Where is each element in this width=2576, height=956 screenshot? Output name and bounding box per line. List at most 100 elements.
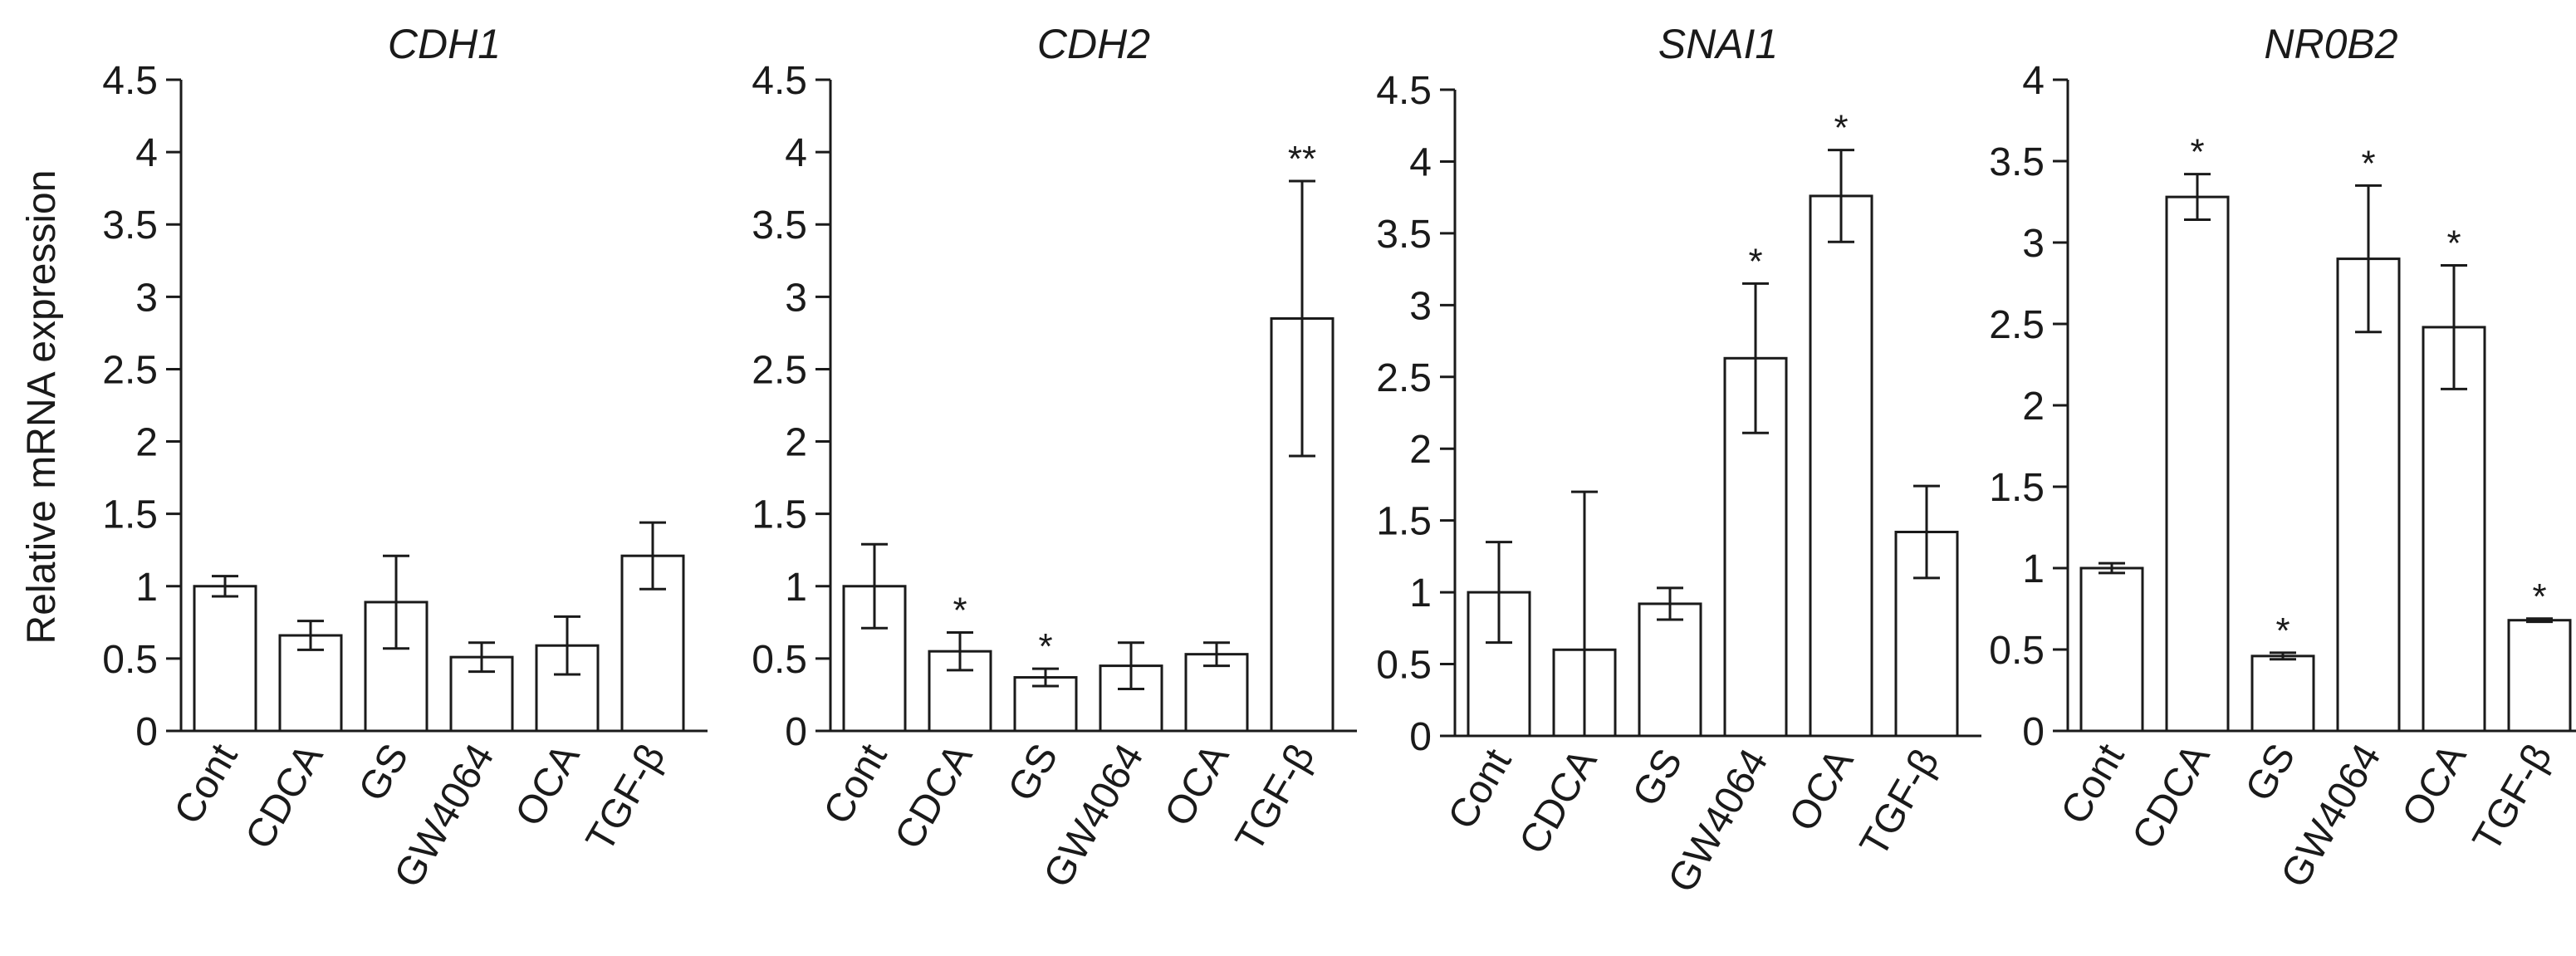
error-bar-cdca [1571,490,1598,738]
error-bar-cdca [947,631,973,672]
y-tick-label: 1 [1409,571,1432,615]
error-bar-cont [861,542,888,630]
x-tick-label-cdca: CDCA [887,737,982,856]
significance-marker: * [2190,132,2204,173]
y-tick-label: 2 [135,421,158,465]
x-tick-label-gs: GS [1624,742,1692,814]
y-tick-label: 2 [785,421,807,465]
y-tick-label: 3 [2022,222,2045,266]
y-tick-label: 1.5 [102,493,158,537]
bar-tgf [1894,530,1959,738]
y-tick-label: 4.5 [752,59,807,103]
y-tick-label: 3 [1409,284,1432,328]
y-tick-label: 3.5 [752,203,807,248]
error-bar-gw4064 [1742,282,1769,434]
chart-title-nr0b2: NR0B2 [2264,21,2397,67]
y-tick-label: 2 [1409,428,1432,472]
y-tick-label: 4 [2022,59,2045,103]
y-tick-label: 0.5 [102,638,158,682]
y-tick-label: 1 [135,566,158,610]
chart-title-cdh1: CDH1 [388,21,501,67]
error-bar-tgf [1289,179,1315,458]
x-tick-label-tgf: TGF-β [1852,742,1948,864]
y-tick-label: 4.5 [1376,69,1432,113]
bar-cdca [2165,195,2230,733]
x-tick-label-tgf: TGF-β [1227,737,1324,859]
x-tick-label-gs: GS [350,737,418,809]
error-bar-oca [1828,149,1854,243]
x-tick-label-oca: OCA [1157,737,1238,834]
y-tick-label: 0 [785,710,807,754]
error-bar-gs [383,554,409,650]
bar-oca [1809,194,1873,738]
x-tick-label-gs: GS [2237,737,2304,809]
x-tick-label-cont: Cont [1440,742,1521,836]
x-tick-label-oca: OCA [1781,742,1863,839]
x-tick-label-tgf: TGF-β [578,737,674,859]
error-bar-cdca [297,620,324,651]
x-tick-label-cont: Cont [815,737,896,831]
significance-marker: ** [1288,139,1316,179]
y-tick-label: 0.5 [1376,644,1432,688]
x-tick-label-cont: Cont [166,737,247,831]
y-tick-label: 4 [1409,140,1432,184]
error-bar-tgf [1913,484,1940,580]
error-bar-oca [554,615,580,676]
y-tick-label: 2.5 [1989,303,2045,347]
bar-gs [2250,654,2315,733]
y-tick-label: 0 [2022,710,2045,754]
x-tick-label-tgf: TGF-β [2465,737,2561,859]
y-tick-label: 0.5 [752,638,807,682]
y-tick-label: 1.5 [1989,466,2045,510]
y-tick-label: 2.5 [1376,356,1432,400]
y-tick-label: 3.5 [102,203,158,248]
y-tick-label: 1 [2022,547,2045,591]
chart-title-snai1: SNAI1 [1658,21,1779,67]
y-tick-label: 4 [785,131,807,175]
significance-marker: * [2275,610,2290,651]
significance-marker: * [1834,108,1848,149]
significance-marker: * [2361,143,2375,184]
x-tick-label-oca: OCA [2394,737,2476,834]
significance-marker: * [953,591,967,631]
y-tick-label: 3 [785,276,807,320]
error-bar-gw4064 [1118,641,1144,690]
bar-gs [1638,602,1702,738]
y-tick-label: 4.5 [102,59,158,103]
bar-gw4064 [2336,257,2401,733]
bar-cont [2079,566,2144,733]
x-tick-label-cdca: CDCA [1511,742,1606,861]
y-tick-label: 3.5 [1989,140,2045,184]
bar-oca [2422,326,2486,733]
y-tick-label: 2 [2022,385,2045,429]
error-bar-oca [2441,263,2467,390]
significance-marker: * [2446,223,2461,263]
chart-panel-nr0b2: NR0B200.511.522.533.54Cont*CDCA*GS*GW406… [1989,21,2576,895]
x-tick-label-cdca: CDCA [238,737,332,856]
error-bar-gw4064 [2355,184,2382,334]
chart-title-cdh2: CDH2 [1037,21,1150,67]
bar-cont [193,585,257,733]
bar-cdca [278,634,343,733]
y-tick-label: 1.5 [752,493,807,537]
y-axis-label: Relative mRNA expression [20,170,64,645]
x-tick-label-cdca: CDCA [2124,737,2219,856]
error-bar-cont [2099,561,2125,575]
y-tick-label: 4 [135,131,158,175]
y-tick-label: 2.5 [752,348,807,392]
x-tick-label-oca: OCA [507,737,589,834]
error-bar-gs [1032,667,1059,688]
y-tick-label: 0.5 [1989,629,2045,673]
error-bar-gs [2270,651,2296,661]
error-bar-cdca [2184,173,2211,222]
error-bar-oca [1203,641,1230,668]
y-tick-label: 1.5 [1376,500,1432,544]
significance-marker: * [2532,576,2546,617]
y-tick-label: 1 [785,566,807,610]
y-tick-label: 0 [135,710,158,754]
significance-marker: * [1038,626,1052,667]
y-tick-label: 3.5 [1376,213,1432,257]
x-tick-label-cont: Cont [2053,737,2133,831]
x-tick-label-gs: GS [1000,737,1067,809]
